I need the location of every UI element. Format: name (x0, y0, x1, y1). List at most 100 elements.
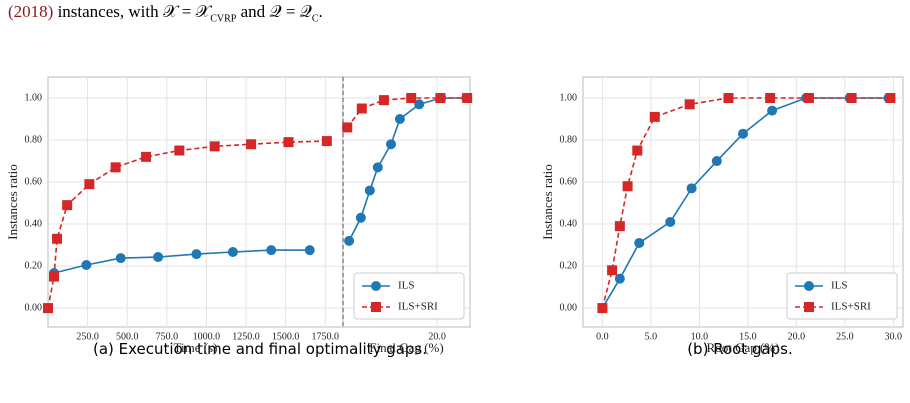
marker (356, 103, 367, 114)
marker (649, 111, 660, 122)
marker (371, 302, 381, 312)
legend-label: ILS (398, 280, 415, 292)
plot-area (47, 76, 344, 328)
marker (686, 183, 697, 194)
marker (191, 249, 202, 260)
marker (81, 260, 92, 271)
marker (435, 93, 446, 104)
x-tick-label: 1500.0 (272, 331, 300, 342)
marker (304, 245, 315, 256)
y-tick-label: 1.00 (560, 92, 578, 103)
marker (372, 162, 383, 173)
x-tick-label: 1000.0 (193, 331, 221, 342)
marker (804, 302, 814, 312)
x-axis-label: Root Gap (%) (707, 340, 780, 355)
citation: (2018) (8, 2, 54, 21)
marker (765, 93, 776, 104)
marker (804, 281, 814, 291)
x-tick-label: 500.0 (116, 331, 139, 342)
x-axis-label: Final Gap (%) (369, 340, 443, 355)
x-tick-label: 1250.0 (232, 331, 260, 342)
x-tick-label: 25.0 (836, 331, 854, 342)
marker (227, 247, 238, 257)
x-tick-label: 0.0 (596, 331, 609, 342)
caption: (b) Root gaps. (687, 340, 793, 358)
x-axis-label: Time (s) (174, 340, 218, 355)
marker (394, 114, 405, 125)
marker (344, 235, 355, 246)
marker (209, 141, 220, 152)
x-tick-label: 250.0 (76, 331, 99, 342)
header-part: instances, with 𝒳 = 𝒳 (53, 2, 211, 21)
legend-label: ILS+SRI (398, 301, 438, 313)
y-tick-label: 0.80 (25, 134, 43, 145)
marker (414, 99, 425, 110)
x-tick-label: 750.0 (156, 331, 179, 342)
y-tick-label: 0.20 (560, 260, 578, 271)
y-tick-label: 0.20 (25, 260, 43, 271)
x-tick-label: 15.0 (739, 331, 757, 342)
marker (614, 273, 625, 284)
header-text: (2018) instances, with 𝒳 = 𝒳CVRP and 𝒬 =… (8, 2, 323, 24)
x-tick-label: 30.0 (885, 331, 903, 342)
y-tick-label: 0.40 (560, 218, 578, 229)
marker (52, 233, 63, 244)
x-tick-label: 5.0 (645, 331, 658, 342)
marker (622, 181, 633, 192)
marker (632, 145, 643, 156)
marker (614, 221, 625, 232)
marker (723, 93, 734, 104)
marker (321, 136, 332, 147)
legend-label: ILS (831, 280, 848, 292)
y-axis-label: Instances ratio (5, 164, 20, 239)
marker (406, 93, 417, 104)
y-tick-label: 0.60 (25, 176, 43, 187)
header-part: and 𝒬 = 𝒬 (236, 2, 312, 21)
marker (711, 156, 722, 167)
marker (141, 151, 152, 162)
marker (49, 271, 60, 282)
marker (342, 122, 353, 133)
header-part: . (318, 2, 323, 21)
caption: (a) Execution time and final optimality … (93, 340, 427, 358)
y-tick-label: 0.80 (560, 134, 578, 145)
marker (110, 162, 121, 173)
marker (62, 200, 73, 211)
marker (84, 179, 95, 190)
header-sub: CVRP (210, 13, 237, 25)
y-tick-label: 0.60 (560, 176, 578, 187)
marker (738, 128, 748, 139)
y-tick-label: 1.00 (25, 92, 43, 103)
marker (364, 185, 375, 196)
marker (665, 216, 676, 227)
marker (597, 303, 608, 314)
marker (174, 145, 185, 156)
marker (885, 93, 896, 104)
marker (803, 93, 814, 104)
marker (385, 139, 396, 150)
marker (462, 93, 473, 104)
legend-label: ILS+SRI (831, 301, 871, 313)
series-line (601, 97, 891, 309)
marker (684, 99, 695, 110)
marker (283, 137, 294, 148)
marker (846, 93, 857, 104)
x-tick-label: 20.0 (788, 331, 806, 342)
marker (266, 245, 277, 256)
marker (153, 252, 164, 263)
x-tick-label: 20.0 (428, 331, 446, 342)
marker (43, 303, 53, 314)
series-line (53, 249, 310, 274)
marker (371, 281, 381, 291)
marker (378, 95, 389, 106)
x-tick-label: 10.0 (691, 331, 709, 342)
y-axis-label: Instances ratio (540, 164, 555, 239)
y-tick-label: 0.00 (25, 302, 43, 313)
marker (607, 265, 618, 276)
marker (634, 237, 645, 248)
marker (115, 253, 126, 264)
marker (355, 212, 366, 223)
header-sub: C (311, 13, 319, 25)
